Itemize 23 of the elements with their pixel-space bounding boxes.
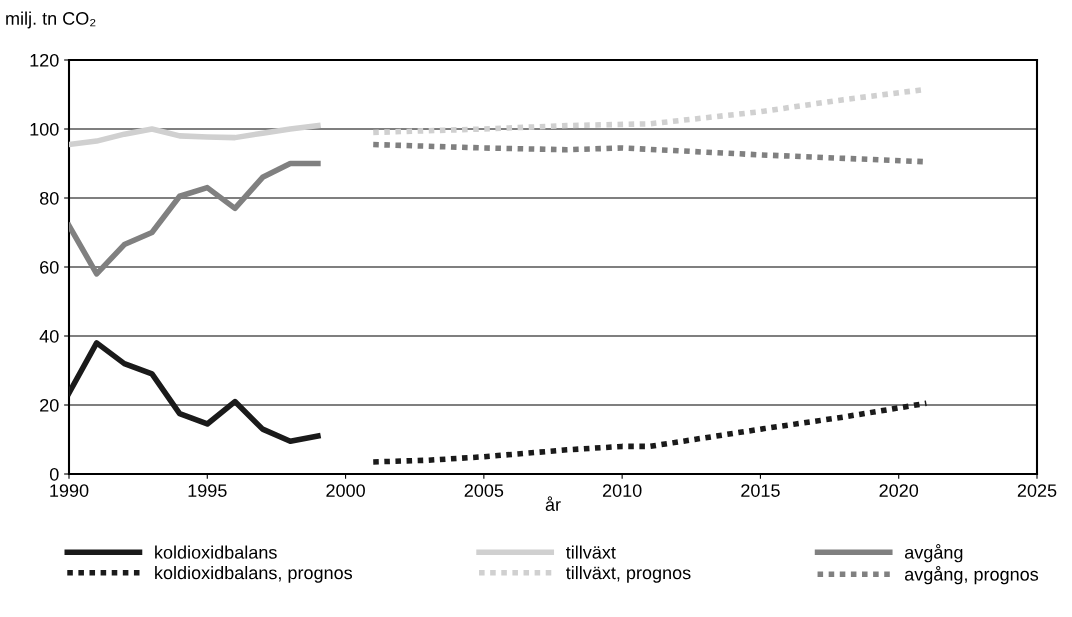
x-tick-label: 2020 [879, 484, 919, 497]
legend-label: koldioxidbalans [155, 545, 277, 559]
x-tick-label: 2000 [326, 484, 365, 497]
y-tick-label: 120 [30, 53, 59, 67]
legend-label: avgång [904, 544, 963, 563]
y-tick-label: 0 [49, 467, 59, 481]
x-axis-title: år [545, 496, 561, 512]
x-tick-label: 1990 [50, 484, 89, 497]
y-tick-label: 20 [40, 398, 59, 412]
x-tick-label: 2010 [602, 484, 642, 497]
legend-label: avgång, prognos [904, 565, 1039, 585]
legend-label: tillväxt [566, 545, 616, 559]
legend-label: tillväxt, prognos [566, 565, 691, 583]
y-tick-label: 80 [39, 191, 59, 205]
y-axis-title: milj. tn CO₂ [6, 11, 96, 29]
legend-label: koldioxidbalans, prognos [155, 565, 353, 583]
x-tick-label: 2015 [741, 484, 780, 497]
y-tick-label: 100 [30, 122, 59, 136]
x-tick-label: 1995 [188, 484, 227, 497]
y-tick-label: 60 [40, 260, 59, 274]
x-tick-label: 2005 [464, 484, 504, 497]
x-tick-label: 2025 [1017, 484, 1057, 497]
y-tick-label: 40 [39, 329, 59, 343]
